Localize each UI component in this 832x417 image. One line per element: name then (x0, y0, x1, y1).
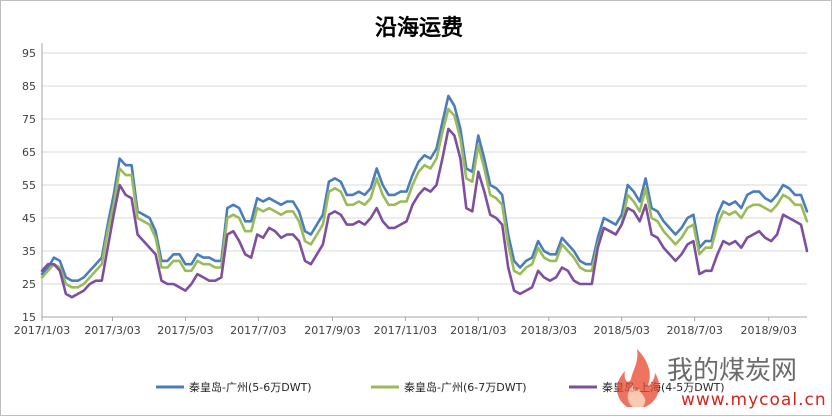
x-tick-label: 2017/9/03 (304, 324, 360, 337)
legend-label-1: 秦皇岛-广州(5-6万DWT) (189, 380, 312, 394)
watermark-title: 我的煤炭网 (667, 356, 797, 386)
y-tick-label: 35 (22, 245, 36, 258)
x-tick-label: 2017/1/03 (14, 324, 70, 337)
y-tick-label: 85 (22, 80, 36, 93)
site-watermark: 我的煤炭网 www.mycoal.cn (617, 349, 827, 410)
x-tick-label: 2018/7/03 (666, 324, 722, 337)
gridlines (42, 52, 807, 318)
series-line-1 (40, 94, 809, 282)
y-tick-label: 45 (22, 212, 36, 225)
series-line-2 (40, 107, 809, 289)
series-lines (40, 94, 809, 299)
x-tick-label: 2017/3/03 (84, 324, 140, 337)
y-tick-label: 65 (22, 146, 36, 159)
y-tick-label: 75 (22, 113, 36, 126)
y-tick-label: 95 (22, 47, 36, 60)
legend-label-2: 秦皇岛-广州(6-7万DWT) (404, 380, 527, 394)
y-tick-label: 15 (22, 311, 36, 324)
x-tick-label: 2018/1/03 (450, 324, 506, 337)
x-tick-label: 2017/11/03 (374, 324, 437, 337)
x-tick-label: 2017/5/03 (157, 324, 213, 337)
series-line-3 (40, 127, 809, 299)
chart-title: 沿海运费 (375, 15, 463, 41)
flame-logo-icon (617, 349, 660, 407)
watermark-url: www.mycoal.cn (681, 390, 827, 410)
x-tick-label: 2018/3/03 (521, 324, 577, 337)
x-tick-label: 2018/9/03 (741, 324, 797, 337)
x-tick-label: 2017/7/03 (230, 324, 286, 337)
y-tick-label: 55 (22, 179, 36, 192)
axes: 15 25 35 45 55 65 75 85 95 2017/1/03 2017/3/03 2017… (14, 43, 807, 337)
x-tick-label: 2018/5/03 (594, 324, 650, 337)
y-tick-label: 25 (22, 278, 36, 291)
